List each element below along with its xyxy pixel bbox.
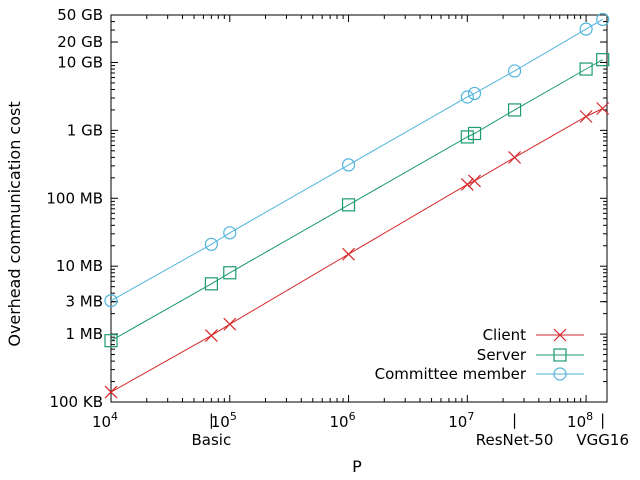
circle-marker (223, 226, 237, 240)
x-tick-label: 104 (92, 410, 118, 431)
y-tick-label: 1 GB (67, 121, 103, 139)
circle-marker (507, 64, 522, 78)
plot-area (110, 14, 608, 403)
square-marker (223, 266, 237, 280)
legend-label: Client (483, 326, 527, 344)
x-tick-base: 10 (448, 413, 467, 431)
y-tick-label: 3 MB (65, 293, 103, 311)
y-tick-label: 1 MB (65, 325, 103, 343)
annotation-marker: | (600, 411, 605, 429)
square-marker (460, 130, 474, 144)
y-tick-label: 20 GB (57, 33, 103, 51)
y-tick-label: 100 KB (49, 393, 103, 411)
cross-marker (104, 385, 118, 399)
x-tick-base: 10 (211, 413, 230, 431)
series-line (110, 59, 603, 342)
square-marker (507, 103, 522, 117)
legend-entry: Committee member (375, 365, 584, 383)
x-tick-base: 10 (567, 413, 586, 431)
legend-entry: Client (483, 326, 584, 344)
x-tick-exponent: 4 (111, 410, 118, 423)
series-line (110, 18, 603, 302)
y-axis: 100 KB 1 MB 3 MB 10 MB 100 MB 1 GB 10 GB 20 GB 5… (46, 6, 607, 411)
x-tick-label: 108 (567, 410, 593, 431)
square-marker (553, 348, 567, 362)
y-tick-label: 100 MB (46, 189, 103, 207)
square-marker (204, 277, 218, 291)
square-marker (467, 126, 482, 141)
x-tick-label: 107 (448, 410, 474, 431)
cross-marker (468, 174, 481, 188)
legend-label: Server (477, 346, 527, 364)
series-committee-member (104, 12, 610, 308)
legend-entry: Server (477, 346, 584, 364)
x-tick-label: 106 (329, 410, 355, 431)
cross-marker (204, 329, 218, 343)
series-line (110, 108, 603, 393)
x-tick-exponent: 6 (349, 410, 356, 423)
cross-marker (596, 102, 610, 115)
cross-marker (553, 328, 567, 342)
x-annotations: | Basic | ResNet-50 | VGG16 (192, 411, 629, 449)
cross-marker (579, 110, 593, 123)
circle-marker (596, 12, 610, 27)
series-layer (104, 12, 610, 399)
cross-marker (508, 150, 522, 164)
x-tick-base: 10 (92, 413, 111, 431)
circle-marker (104, 294, 118, 308)
x-tick-exponent: 7 (467, 410, 474, 423)
square-marker (579, 62, 593, 76)
circle-marker (341, 158, 356, 172)
annotation-marker: | (512, 411, 517, 429)
y-tick-label: 50 GB (57, 6, 103, 24)
square-marker (596, 53, 610, 67)
cross-marker (342, 247, 355, 261)
annotation-label: VGG16 (576, 431, 629, 449)
x-axis: 104 105 106 107 108 (92, 15, 593, 431)
circle-marker (204, 237, 218, 251)
annotation-marker: | (209, 411, 214, 429)
y-tick-label: 10 GB (57, 53, 103, 71)
plot-frame (110, 14, 608, 403)
circle-marker (467, 86, 482, 101)
circle-marker (553, 367, 567, 381)
y-tick-label: 10 MB (56, 257, 103, 275)
x-tick-exponent: 5 (230, 410, 237, 423)
circle-marker (460, 90, 474, 104)
annotation-label: ResNet-50 (476, 431, 554, 449)
legend-label: Committee member (375, 365, 527, 383)
series-server (104, 53, 610, 348)
cross-marker (460, 177, 474, 191)
x-tick-label: 105 (211, 410, 237, 431)
y-axis-label: Overhead communication cost (5, 101, 24, 346)
square-marker (104, 334, 118, 348)
cross-marker (223, 317, 237, 331)
circle-marker (579, 22, 593, 36)
x-tick-base: 10 (329, 413, 348, 431)
x-tick-exponent: 8 (586, 410, 593, 423)
series-client (104, 102, 610, 399)
annotation-label: Basic (192, 431, 232, 449)
x-axis-label: P (352, 457, 362, 476)
square-marker (341, 198, 356, 212)
